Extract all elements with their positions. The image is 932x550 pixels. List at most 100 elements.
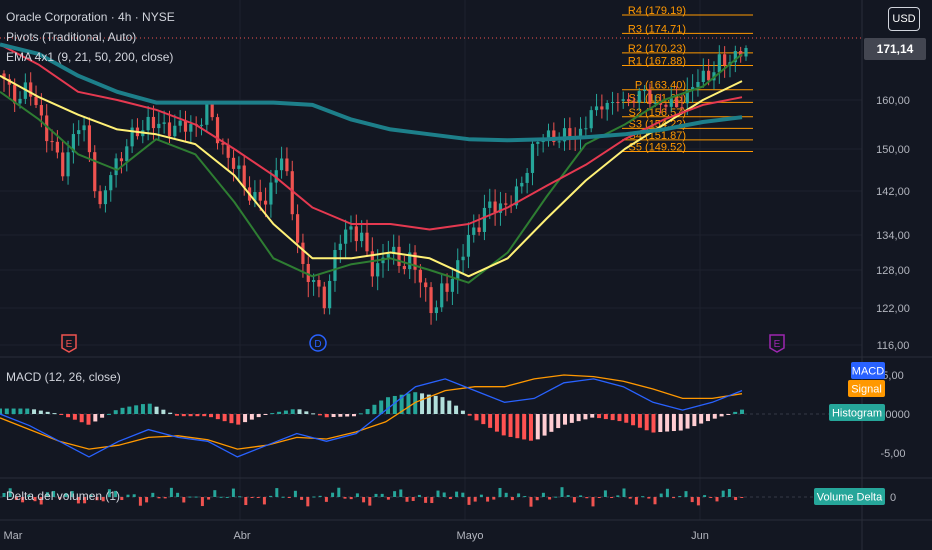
candle-body [183, 120, 188, 132]
candle-body [253, 192, 257, 201]
price-tick-label: 134,00 [876, 230, 910, 242]
pivot-label: S3 (154.22) [629, 118, 686, 130]
candle-body [279, 158, 284, 171]
volume-delta-bar [300, 497, 304, 500]
candle-body [210, 101, 214, 118]
candle-body [461, 256, 465, 261]
candle-body [536, 142, 540, 144]
candle-body [354, 226, 358, 242]
volume-delta-tag-label: Volume Delta [817, 492, 883, 504]
histogram-bar [699, 414, 704, 424]
volume-delta-bar [83, 497, 87, 504]
histogram-bar [195, 414, 200, 417]
candle-body [178, 120, 182, 126]
volume-delta-bar [157, 497, 161, 499]
volume-delta-bar [424, 497, 428, 503]
symbol-title[interactable]: Oracle Corporation · 4h · NYSE [6, 10, 175, 24]
candle-body [691, 87, 695, 91]
histogram-bar [243, 414, 248, 423]
candle-body [215, 117, 220, 144]
volume-delta-bar [678, 495, 682, 497]
histogram-bar [4, 408, 9, 414]
macd-legend[interactable]: MACD (12, 26, close) [6, 370, 121, 384]
candle-body [167, 122, 172, 137]
volume-delta-bar [504, 492, 508, 497]
candle-body [594, 106, 599, 111]
volume-delta-bar [58, 497, 62, 499]
histogram-bar [270, 413, 275, 415]
signal-line [0, 374, 743, 450]
volume-delta-bar [362, 497, 366, 503]
volume-delta-bar [647, 497, 651, 499]
volume-delta-bar [690, 497, 694, 503]
volume-delta-bar [256, 497, 260, 498]
histogram-bar [610, 414, 615, 421]
candle-body [98, 191, 102, 205]
volume-delta-bar [368, 497, 372, 506]
histogram-bar [624, 414, 629, 423]
candle-body [77, 130, 81, 135]
volume-delta-bar [126, 494, 130, 497]
ema-legend[interactable]: EMA 4x1 (9, 21, 50, 200, close) [6, 50, 174, 64]
histogram-bar [358, 413, 363, 415]
price-tick-label: 142,00 [876, 186, 910, 198]
volume-delta-bar [721, 490, 725, 497]
volume-delta-bar [696, 497, 700, 506]
histogram-bar [569, 414, 574, 423]
candle-body [237, 165, 241, 169]
volume-delta-bar [411, 497, 415, 501]
volume-delta-bar [163, 497, 167, 499]
candle-body [632, 101, 636, 103]
volume-delta-bar [436, 490, 440, 497]
candle-body [344, 229, 348, 244]
candle-body [263, 200, 268, 205]
candle-body [386, 254, 390, 258]
candle-body [498, 203, 503, 213]
histogram-bar [351, 414, 356, 417]
volume-delta-bar [535, 497, 539, 501]
candle-body [45, 115, 49, 142]
volume-delta-bar [151, 492, 155, 497]
pivots-legend[interactable]: Pivots (Traditional, Auto) [6, 30, 137, 44]
histogram-bar [665, 414, 670, 432]
candle-body [231, 157, 236, 169]
candle-body [418, 269, 422, 283]
histogram-bar [174, 414, 179, 416]
volume-delta-bar [548, 497, 552, 500]
histogram-bar [100, 414, 105, 418]
histogram-bar [106, 413, 111, 415]
candle-body [162, 122, 166, 124]
volume-delta-bar [430, 497, 434, 504]
dividend-marker [309, 334, 327, 352]
volume-delta-bar [132, 494, 136, 497]
volume-delta-bar [709, 497, 713, 498]
volume-delta-bar [727, 488, 731, 497]
histogram-bar [651, 414, 656, 433]
histogram-bar [406, 393, 411, 414]
candle-body [349, 226, 353, 230]
time-axis-label: Mar [4, 530, 23, 542]
volume-delta-bar [517, 493, 521, 497]
histogram-bar [263, 414, 268, 415]
currency-button[interactable]: USD [888, 7, 920, 31]
volume-delta-legend[interactable]: Delta del volumen (1) [6, 489, 121, 503]
volume-delta-bar [455, 491, 459, 497]
candle-body [109, 175, 113, 191]
volume-delta-bar [238, 496, 242, 498]
candle-body [376, 263, 380, 277]
histogram-bar [236, 414, 241, 425]
candle-body [445, 283, 449, 292]
candle-body [456, 260, 460, 279]
candle-body [669, 98, 673, 107]
histogram-bar [181, 414, 186, 417]
candle-body [440, 283, 444, 308]
macd-tag [851, 362, 885, 379]
histogram-bar [290, 409, 295, 414]
candle-body [93, 152, 97, 192]
histogram-bar [556, 414, 561, 429]
volume-delta-bar [182, 497, 186, 503]
volume-delta-bar [641, 496, 645, 498]
volume-delta-bar [554, 496, 558, 498]
